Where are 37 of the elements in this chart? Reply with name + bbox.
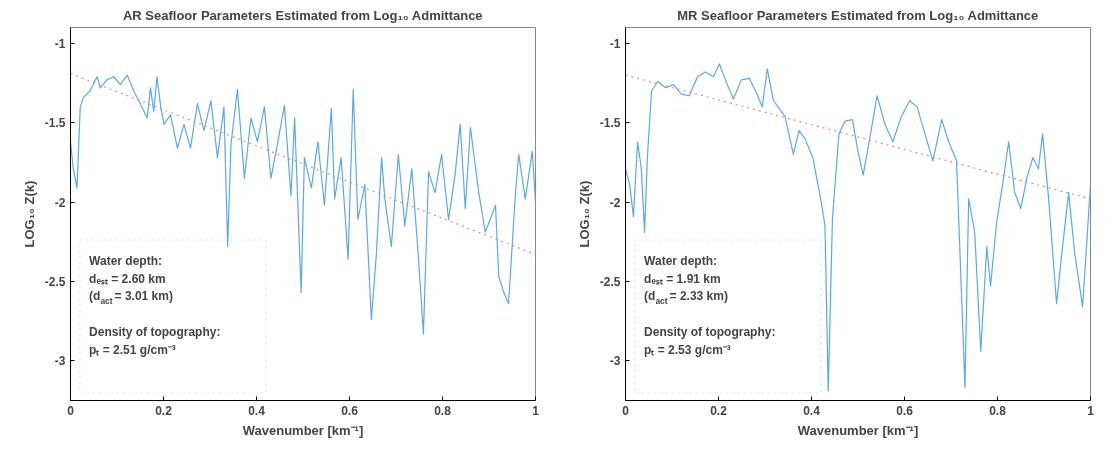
y-tick-label: -3 <box>609 354 621 369</box>
annotation: Water depth: <box>89 253 162 268</box>
x-tick-label: 0.4 <box>248 403 266 418</box>
x-tick-label: 1 <box>532 403 540 418</box>
x-tick-label: 0.4 <box>803 403 821 418</box>
y-tick-label: -1 <box>609 36 621 51</box>
x-tick-label: 0.8 <box>989 403 1007 418</box>
x-tick-label: 0.6 <box>341 403 359 418</box>
x-tick-label: 0 <box>622 403 630 418</box>
x-tick-label: 0.8 <box>434 403 452 418</box>
x-axis-title: Wavenumber [km⁻¹] <box>797 422 919 438</box>
y-tick-label: -1.5 <box>44 116 66 131</box>
y-tick-label: -1.5 <box>599 116 621 131</box>
x-tick-label: 0.2 <box>155 403 173 418</box>
x-tick-label: 1 <box>1087 403 1095 418</box>
annotation: Water depth: <box>644 253 717 268</box>
annotation: pₜ = 2.53 g/cm⁻³ <box>644 343 731 358</box>
x-tick-label: 0.6 <box>896 403 914 418</box>
x-axis-title: Wavenumber [km⁻¹] <box>242 422 364 438</box>
y-tick-label: -2 <box>609 195 621 210</box>
annotation: Density of topography: <box>89 325 221 340</box>
y-tick-label: -1 <box>54 36 66 51</box>
line-series <box>625 63 1091 392</box>
y-tick-label: -3 <box>54 354 66 369</box>
annotation: dₑₛₜ = 1.91 km <box>644 271 721 286</box>
annotation: pₜ = 2.51 g/cm⁻³ <box>89 343 176 358</box>
x-tick-label: 0 <box>67 403 75 418</box>
y-axis-title: LOG₁₀ Z(k) <box>576 180 592 248</box>
x-tick-label: 0.2 <box>710 403 728 418</box>
annotation: Density of topography: <box>644 325 776 340</box>
y-tick-label: -2.5 <box>44 274 66 289</box>
y-tick-label: -2.5 <box>599 274 621 289</box>
chart-title: AR Seafloor Parameters Estimated from Log₁₀ Admittance <box>122 7 483 23</box>
y-tick-label: -2 <box>54 195 66 210</box>
y-axis-title: LOG₁₀ Z(k) <box>21 180 37 248</box>
chart-title: MR Seafloor Parameters Estimated from Log₁₀ Admittance <box>677 7 1039 23</box>
annotation: dₑₛₜ = 2.60 km <box>89 271 166 286</box>
